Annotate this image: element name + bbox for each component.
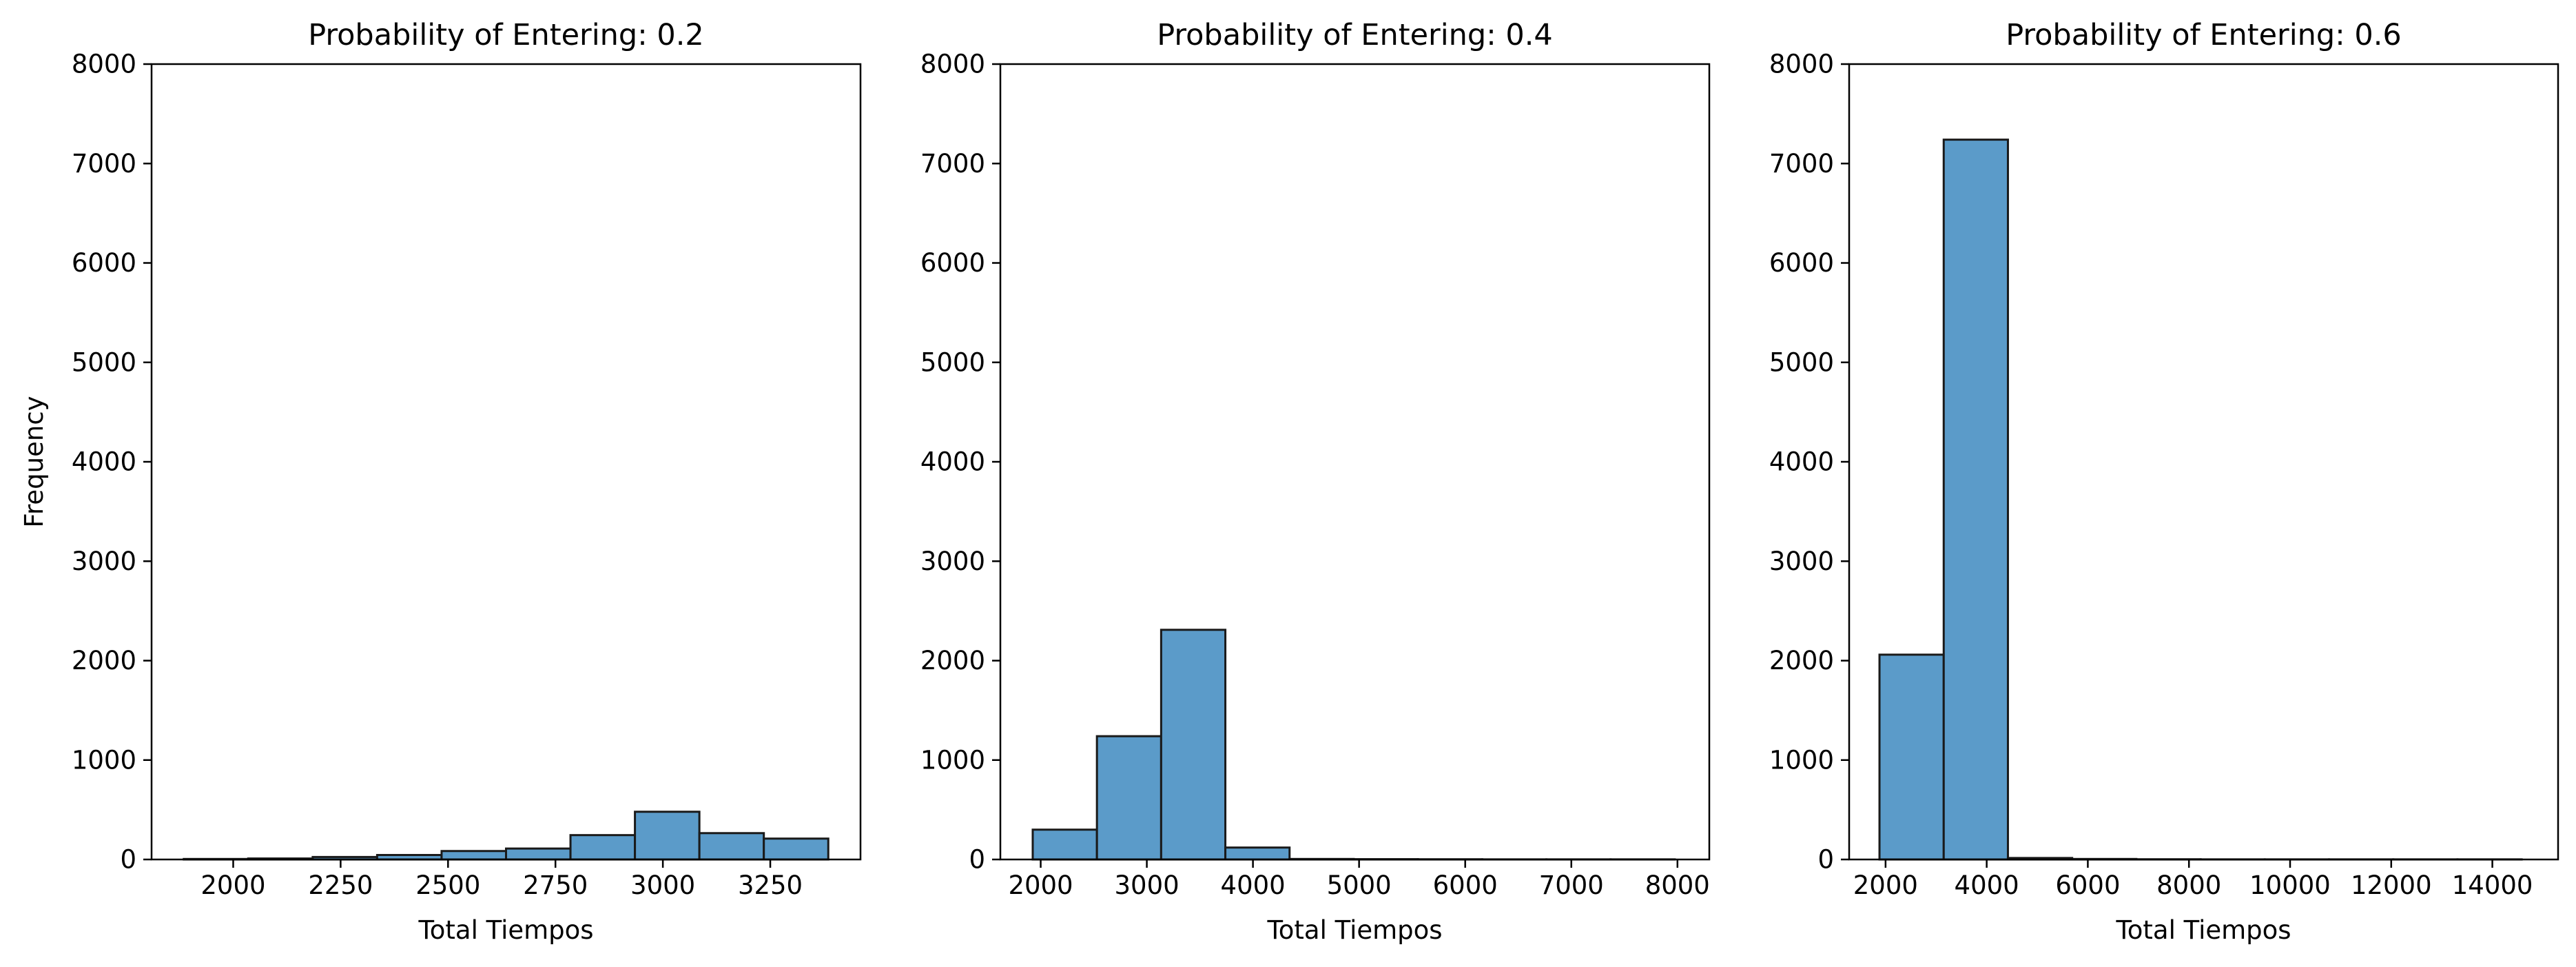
subplot-1: 0 1000 2000 3000 4000 5000 6000 7000 8000 2000 225… bbox=[19, 18, 862, 945]
x-tick-label: 8000 bbox=[1645, 871, 1710, 900]
y-tick-label: 1000 bbox=[1769, 745, 1834, 775]
histogram-bar bbox=[569, 834, 637, 861]
y-tick-label: 3000 bbox=[1769, 547, 1834, 576]
x-tick-label: 8000 bbox=[2156, 871, 2221, 900]
histogram-bar bbox=[1942, 139, 2009, 861]
x-tick-label: 4000 bbox=[1955, 871, 2019, 900]
y-tick-label: 7000 bbox=[1769, 149, 1834, 179]
x-tick-label: 2500 bbox=[415, 871, 480, 900]
y-tick-label: 6000 bbox=[72, 248, 136, 278]
y-axis-label: Frequency bbox=[19, 396, 49, 527]
x-tick-label: 12000 bbox=[2351, 871, 2432, 900]
y-tick-label: 1000 bbox=[72, 745, 136, 775]
y-tick-label: 4000 bbox=[72, 447, 136, 477]
x-tick-label: 6000 bbox=[2055, 871, 2120, 900]
x-tick-label: 6000 bbox=[1433, 871, 1498, 900]
y-tick-label: 5000 bbox=[1769, 347, 1834, 377]
x-tick-label: 10000 bbox=[2249, 871, 2331, 900]
y-tick-label: 0 bbox=[1817, 845, 1834, 875]
x-tick-label: 7000 bbox=[1539, 871, 1604, 900]
histogram-bar bbox=[1160, 629, 1227, 861]
y-tick-label: 2000 bbox=[72, 646, 136, 675]
histogram-bar bbox=[1224, 846, 1291, 861]
subplot-3: 0 1000 2000 3000 4000 5000 6000 7000 8000 2000 400… bbox=[1769, 18, 2559, 945]
y-tick-label: 5000 bbox=[920, 347, 985, 377]
histogram-bar bbox=[1878, 653, 1945, 861]
x-tick-label: 2000 bbox=[1008, 871, 1073, 900]
x-axis-label: Total Tiempos bbox=[1266, 915, 1442, 945]
y-tick-label: 4000 bbox=[920, 447, 985, 477]
histogram-bar bbox=[763, 837, 830, 861]
x-tick-label: 4000 bbox=[1221, 871, 1286, 900]
x-axis-label: Total Tiempos bbox=[2115, 915, 2291, 945]
y-tick-label: 2000 bbox=[1769, 646, 1834, 675]
y-tick-label: 8000 bbox=[1769, 50, 1834, 79]
x-tick-label: 3250 bbox=[738, 871, 803, 900]
x-tick-label: 3000 bbox=[630, 871, 695, 900]
x-tick-label: 5000 bbox=[1327, 871, 1392, 900]
y-tick-label: 8000 bbox=[920, 50, 985, 79]
x-tick-label: 2750 bbox=[523, 871, 588, 900]
y-tick-label: 7000 bbox=[920, 149, 985, 179]
x-tick-label: 2000 bbox=[200, 871, 265, 900]
histogram-bar bbox=[505, 847, 572, 861]
chart-title: Probability of Entering: 0.6 bbox=[2006, 18, 2402, 52]
y-tick-label: 3000 bbox=[920, 547, 985, 576]
histogram-bar bbox=[1031, 828, 1098, 861]
y-tick-label: 2000 bbox=[920, 646, 985, 675]
y-tick-label: 7000 bbox=[72, 149, 136, 179]
x-tick-label: 3000 bbox=[1114, 871, 1179, 900]
histogram-bar bbox=[1095, 735, 1162, 861]
y-tick-label: 3000 bbox=[72, 547, 136, 576]
chart-title: Probability of Entering: 0.4 bbox=[1157, 18, 1553, 52]
y-tick-label: 5000 bbox=[72, 347, 136, 377]
histogram-bar bbox=[634, 811, 701, 861]
y-tick-label: 1000 bbox=[920, 745, 985, 775]
y-tick-label: 4000 bbox=[1769, 447, 1834, 477]
histogram-bar bbox=[440, 850, 507, 861]
histogram-bar bbox=[698, 832, 765, 861]
y-tick-label: 8000 bbox=[72, 50, 136, 79]
y-tick-label: 0 bbox=[969, 845, 985, 875]
x-tick-label: 2000 bbox=[1853, 871, 1918, 900]
x-tick-label: 2250 bbox=[308, 871, 373, 900]
x-axis-label: Total Tiempos bbox=[418, 915, 593, 945]
x-tick-label: 14000 bbox=[2452, 871, 2533, 900]
y-tick-label: 6000 bbox=[920, 248, 985, 278]
subplot-2: 0 1000 2000 3000 4000 5000 6000 7000 8000 2000 300… bbox=[920, 18, 1711, 945]
chart-title: Probability of Entering: 0.2 bbox=[308, 18, 704, 52]
y-tick-label: 0 bbox=[120, 845, 136, 875]
y-tick-label: 6000 bbox=[1769, 248, 1834, 278]
